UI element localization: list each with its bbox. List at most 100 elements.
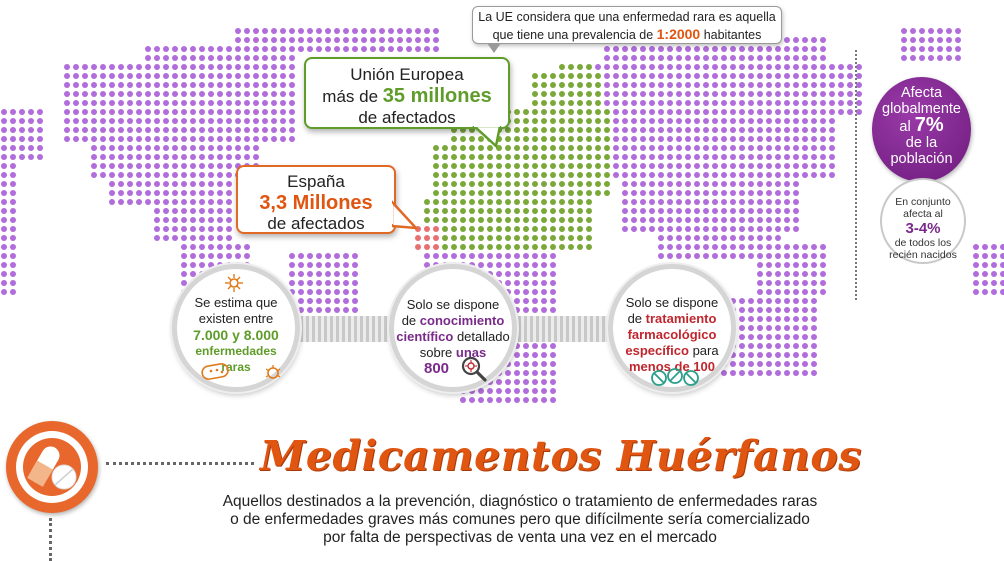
- map-dot: [775, 118, 781, 124]
- map-dot: [991, 289, 997, 295]
- map-dot: [658, 181, 664, 187]
- map-dot: [307, 262, 313, 268]
- map-dot: [91, 118, 97, 124]
- map-dot: [946, 55, 952, 61]
- map-dot: [541, 253, 547, 259]
- map-dot: [226, 172, 232, 178]
- map-dot: [748, 100, 754, 106]
- map-dot: [829, 100, 835, 106]
- map-dot: [703, 73, 709, 79]
- map-dot: [199, 235, 205, 241]
- bacteria-icon: [201, 363, 229, 380]
- description-line1: Aquellos destinados a la prevención, dia…: [222, 493, 818, 510]
- map-dot: [550, 73, 556, 79]
- map-dot: [739, 172, 745, 178]
- map-dot: [280, 46, 286, 52]
- map-dot: [559, 118, 565, 124]
- map-dot: [784, 217, 790, 223]
- map-dot: [136, 91, 142, 97]
- map-dot: [532, 172, 538, 178]
- map-dot: [496, 244, 502, 250]
- map-dot: [100, 73, 106, 79]
- map-dot: [973, 262, 979, 268]
- map-dot: [685, 55, 691, 61]
- map-dot: [163, 127, 169, 133]
- map-dot: [271, 73, 277, 79]
- map-dot: [505, 172, 511, 178]
- map-dot: [172, 226, 178, 232]
- map-dot: [550, 127, 556, 133]
- map-dot: [253, 64, 259, 70]
- map-dot: [217, 181, 223, 187]
- treatment-count-value: menos de 100: [629, 359, 715, 374]
- map-dot: [28, 118, 34, 124]
- map-dot: [694, 244, 700, 250]
- map-dot: [478, 145, 484, 151]
- map-dot: [802, 73, 808, 79]
- map-dot: [604, 91, 610, 97]
- map-dot: [847, 91, 853, 97]
- map-dot: [271, 28, 277, 34]
- map-dot: [748, 361, 754, 367]
- ue-tooltip-line2-end: habitantes: [700, 28, 762, 42]
- map-dot: [532, 217, 538, 223]
- map-dot: [766, 253, 772, 259]
- map-dot: [739, 352, 745, 358]
- map-dot: [343, 289, 349, 295]
- map-dot: [685, 199, 691, 205]
- map-dot: [163, 154, 169, 160]
- map-dot: [847, 64, 853, 70]
- map-dot: [577, 235, 583, 241]
- map-dot: [541, 361, 547, 367]
- map-dot: [739, 343, 745, 349]
- map-dot: [694, 181, 700, 187]
- map-dot: [802, 154, 808, 160]
- map-dot: [325, 262, 331, 268]
- map-dot: [1, 262, 7, 268]
- map-dot: [145, 82, 151, 88]
- map-dot: [577, 127, 583, 133]
- map-dot: [694, 91, 700, 97]
- map-dot: [829, 136, 835, 142]
- map-dot: [676, 208, 682, 214]
- map-dot: [172, 46, 178, 52]
- map-dot: [676, 163, 682, 169]
- map-dot: [514, 307, 520, 313]
- map-dot: [676, 145, 682, 151]
- map-dot: [667, 136, 673, 142]
- map-dot: [415, 37, 421, 43]
- map-dot: [460, 163, 466, 169]
- map-dot: [19, 109, 25, 115]
- map-dot: [721, 208, 727, 214]
- map-dot: [739, 217, 745, 223]
- map-dot: [469, 235, 475, 241]
- map-dot: [343, 37, 349, 43]
- map-dot: [568, 244, 574, 250]
- map-dot: [739, 100, 745, 106]
- map-dot: [208, 109, 214, 115]
- map-dot: [775, 343, 781, 349]
- map-dot: [541, 118, 547, 124]
- map-dot: [721, 190, 727, 196]
- map-dot: [298, 307, 304, 313]
- map-dot: [793, 298, 799, 304]
- map-dot: [730, 118, 736, 124]
- map-dot: [658, 91, 664, 97]
- map-dot: [10, 235, 16, 241]
- map-dot: [73, 136, 79, 142]
- map-dot: [721, 118, 727, 124]
- map-dot: [721, 91, 727, 97]
- capsule-pill-icon: [6, 421, 98, 513]
- map-dot: [775, 253, 781, 259]
- map-dot: [559, 100, 565, 106]
- map-dot: [757, 46, 763, 52]
- map-dot: [298, 280, 304, 286]
- map-dot: [226, 109, 232, 115]
- map-dot: [793, 64, 799, 70]
- map-dot: [802, 136, 808, 142]
- map-dot: [487, 208, 493, 214]
- map-dot: [541, 127, 547, 133]
- map-dot: [811, 334, 817, 340]
- map-dot: [505, 145, 511, 151]
- map-dot: [712, 208, 718, 214]
